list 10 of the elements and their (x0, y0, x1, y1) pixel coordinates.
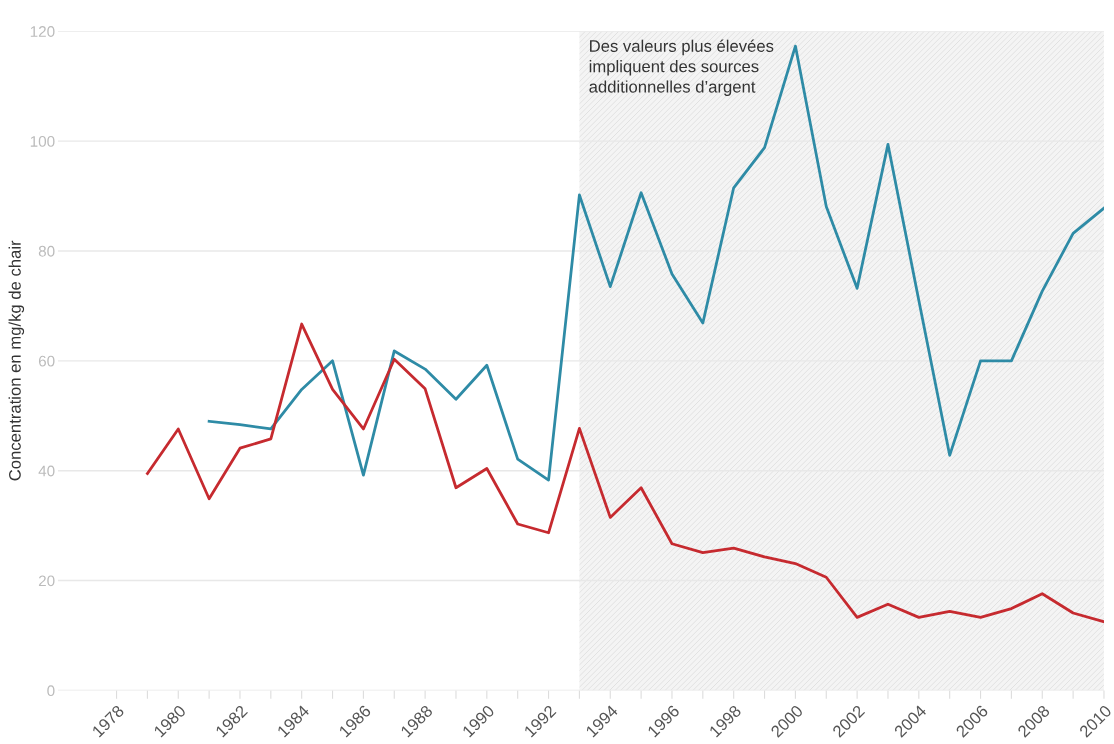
y-tick-label: 0 (47, 685, 55, 697)
band-label: Des valeurs plus élevées impliquent des sources additionnelles d’argent (589, 39, 774, 96)
y-tick-label: 40 (38, 465, 55, 477)
y-tick-label: 120 (30, 26, 55, 37)
y-tick-label: 20 (38, 575, 55, 587)
y-tick-label: 100 (30, 135, 55, 147)
y-tick-label: 80 (38, 245, 55, 257)
line-series (146, 322, 1104, 624)
y-axis-title: Concentration en mg/kg de chair (8, 240, 25, 481)
y-tick-label: 60 (38, 355, 55, 367)
